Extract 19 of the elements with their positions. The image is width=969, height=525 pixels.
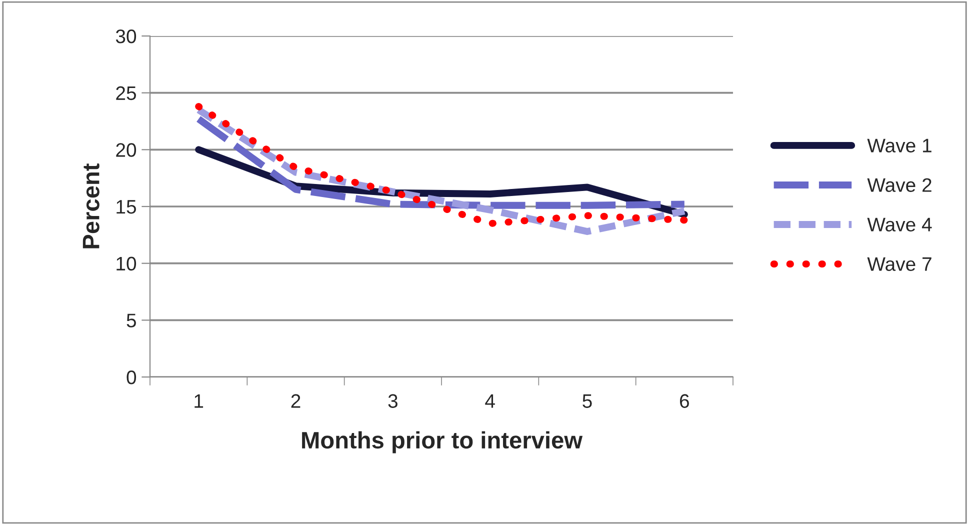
x-tick-label: 2 xyxy=(291,394,300,408)
y-tick-label: 20 xyxy=(116,143,136,157)
legend-label: Wave 2 xyxy=(867,178,932,192)
y-tick-label: 5 xyxy=(126,314,136,328)
y-tick-label: 0 xyxy=(126,370,136,384)
x-axis-title: Months prior to interview xyxy=(302,431,583,454)
y-tick-label: 15 xyxy=(116,200,136,214)
y-tick-label: 25 xyxy=(116,86,136,100)
x-tick-label: 5 xyxy=(582,394,592,408)
y-axis-title: Percent xyxy=(82,163,100,248)
x-tick-label: 6 xyxy=(680,394,689,408)
y-tick-label: 30 xyxy=(116,29,136,44)
y-tick-label: 10 xyxy=(116,256,136,271)
x-tick-label: 1 xyxy=(194,394,204,408)
legend-label: Wave 1 xyxy=(867,138,932,152)
x-tick-label: 4 xyxy=(485,394,495,408)
x-tick-label: 3 xyxy=(388,394,398,408)
legend-label: Wave 7 xyxy=(867,257,932,271)
legend-label: Wave 4 xyxy=(867,218,932,232)
